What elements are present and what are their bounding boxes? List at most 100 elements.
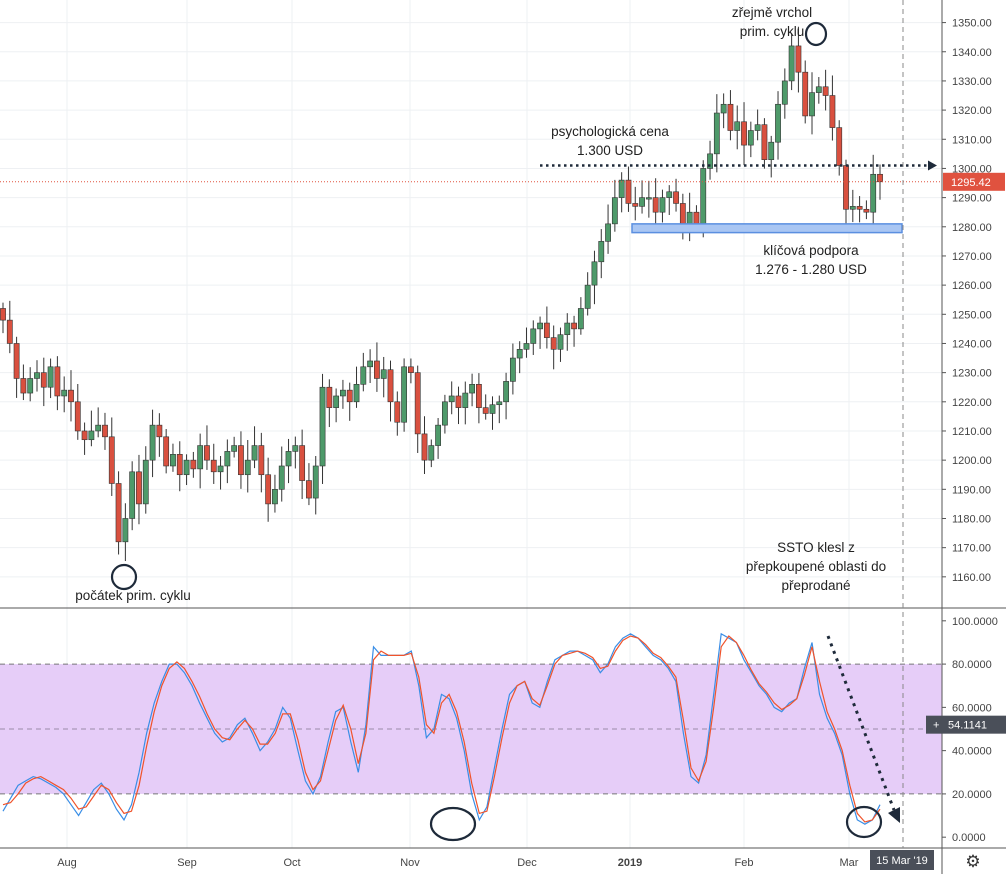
candle-body	[428, 445, 435, 461]
candle-body	[176, 454, 183, 476]
y-tick-label: 1280.00	[952, 222, 992, 234]
candle-body	[401, 366, 408, 423]
candle-body	[625, 179, 632, 204]
candle-body	[20, 378, 27, 394]
candle-body	[441, 401, 448, 426]
candle-body	[489, 404, 496, 414]
candle-body	[272, 489, 278, 505]
ssto-value-badge-label: 54.1141	[948, 720, 987, 732]
grid	[0, 0, 942, 848]
peak-circle	[804, 21, 828, 47]
y-tick-label: 1250.00	[952, 309, 992, 321]
candle-body	[564, 322, 571, 336]
candle-body	[278, 465, 285, 490]
x-axis-ticks: Aug Sep Oct Nov Dec 2019 Feb Mar	[57, 857, 859, 869]
x-tick-label: Aug	[57, 857, 77, 869]
candle-body	[557, 334, 564, 350]
date-marker-badge	[870, 850, 934, 870]
candle-body	[700, 168, 707, 225]
candle-body	[183, 459, 190, 476]
annotation-decor	[110, 21, 937, 842]
candle-body	[856, 206, 863, 210]
y-tick-label: 1220.00	[952, 397, 992, 409]
candle-body	[190, 459, 197, 470]
x-tick-label: Dec	[517, 857, 537, 869]
candle-body	[829, 95, 836, 128]
candle-body	[496, 401, 503, 406]
candle-body	[435, 424, 442, 446]
candle-body	[0, 308, 6, 321]
y-tick-label: 1240.00	[952, 338, 992, 350]
candle-body	[265, 474, 272, 505]
y-tick-label: 1190.00	[952, 484, 991, 496]
ssto-slow-line	[2, 635, 881, 823]
candle-body	[475, 384, 482, 408]
y-tick-label: 1180.00	[952, 513, 991, 525]
candle-body	[360, 366, 367, 385]
y-tick-label: 1260.00	[952, 280, 992, 292]
nov-oversold-circle	[429, 806, 477, 842]
y2-tick-label: 40.0000	[952, 746, 992, 758]
candle-body	[584, 284, 591, 309]
candle-body	[781, 80, 788, 105]
candle-body	[421, 433, 428, 461]
candle-body	[238, 445, 244, 476]
candle-body	[319, 386, 326, 467]
annotation-text: 1.300 USD	[577, 143, 643, 158]
candle-body	[217, 465, 224, 473]
candle-body	[849, 206, 856, 210]
candle-body	[448, 395, 455, 403]
y-tick-label: 1270.00	[952, 251, 992, 263]
candle-body	[455, 395, 462, 408]
candle-body	[312, 465, 319, 499]
candle-body	[469, 384, 475, 394]
candle-body	[761, 124, 768, 160]
annotation-text: psychologická cena	[551, 124, 669, 139]
annotation-text: SSTO klesl z	[777, 540, 855, 555]
candle-body	[6, 319, 13, 344]
candle-body	[408, 366, 414, 373]
x-tick-label: 2019	[618, 857, 642, 869]
candle-body	[149, 424, 156, 461]
candle-body	[387, 369, 394, 403]
y-tick-label: 1170.00	[952, 543, 991, 555]
annotation-text: přeprodané	[781, 578, 850, 593]
y2-tick-label: 20.0000	[952, 789, 992, 801]
candle-body	[285, 451, 292, 467]
candle-body	[197, 445, 204, 470]
candle-body	[326, 386, 333, 408]
candle-body	[482, 407, 489, 414]
candle-body	[741, 121, 747, 146]
annotations: zřejmě vrchol prim. cyklu psychologická ce…	[75, 5, 886, 603]
settings-gear-icon[interactable]: ⚙	[965, 852, 981, 872]
candle-body	[68, 389, 74, 403]
candle-body	[571, 322, 577, 330]
last-price-badge	[943, 172, 1005, 191]
y2-tick-label: 0.0000	[952, 832, 986, 844]
candle-body	[618, 179, 625, 198]
candle-body	[550, 337, 557, 350]
candle-body	[877, 173, 883, 183]
y-tick-label: 1350.00	[952, 18, 992, 30]
candle-body	[244, 459, 251, 476]
candle-body	[809, 92, 815, 117]
candle-body	[353, 384, 360, 403]
candle-body	[258, 445, 265, 476]
ssto-band	[0, 663, 942, 795]
candle-body	[734, 121, 741, 131]
candle-body	[836, 127, 843, 166]
candle-body	[367, 360, 374, 368]
candle-body	[95, 424, 102, 432]
candle-body	[346, 389, 353, 403]
candle-body	[61, 389, 68, 397]
candle-body	[340, 389, 346, 397]
candle-body	[727, 103, 734, 131]
candle-body	[713, 112, 720, 155]
candle-body	[632, 203, 639, 207]
candle-body	[374, 360, 380, 379]
x-tick-label: Mar	[840, 857, 859, 869]
candle-body	[170, 454, 176, 467]
ssto-value-badge	[926, 715, 1006, 734]
candle-body	[34, 372, 40, 379]
x-tick-label: Nov	[400, 857, 420, 869]
